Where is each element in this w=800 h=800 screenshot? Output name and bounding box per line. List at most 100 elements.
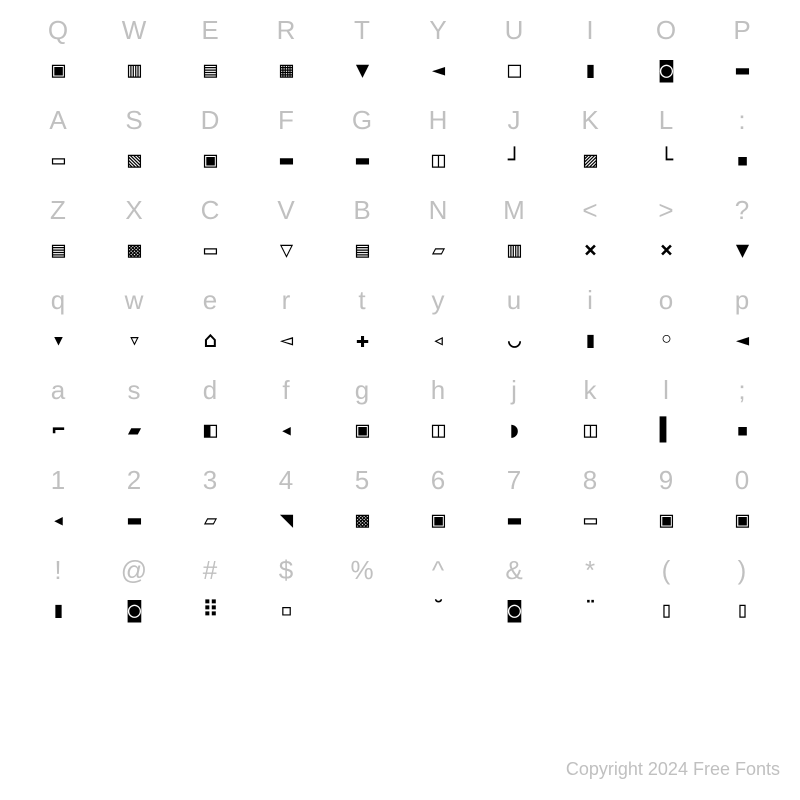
glyph-wrap: ▫ (280, 590, 292, 630)
glyph-wrap: ˘ (432, 590, 444, 630)
char-label: i (587, 280, 593, 320)
char-cell: w▿ (96, 280, 172, 370)
glyph-wrap: ¨ (584, 590, 596, 630)
glyph-wrap: × (584, 230, 596, 270)
char-label: J (508, 100, 521, 140)
char-label: Z (50, 190, 66, 230)
char-label: w (125, 280, 144, 320)
char-label: 6 (431, 460, 445, 500)
character-map-grid: Q▣W▥E▤R▦T▼Y◄U□I▮O◙P▬A▭S▧D▣F▬G▬H◫J┘K▨L└:▪… (0, 0, 800, 640)
char-label: > (658, 190, 673, 230)
char-label: q (51, 280, 65, 320)
char-cell: ?▼ (704, 190, 780, 280)
char-cell: 5▩ (324, 460, 400, 550)
char-cell: Z▤ (20, 190, 96, 280)
glyph-wrap: ▰ (128, 410, 140, 450)
char-cell: *¨ (552, 550, 628, 640)
char-glyph: ▥ (128, 58, 140, 83)
char-glyph: ▬ (280, 148, 292, 173)
char-cell: j◗ (476, 370, 552, 460)
glyph-wrap: ▽ (280, 230, 292, 270)
char-label: y (432, 280, 445, 320)
char-label: % (350, 550, 373, 590)
char-glyph: ▣ (432, 508, 444, 533)
char-label: O (656, 10, 676, 50)
char-label: e (203, 280, 217, 320)
char-cell: ^˘ (400, 550, 476, 640)
char-label: D (201, 100, 220, 140)
char-cell: E▤ (172, 10, 248, 100)
char-glyph: ▨ (584, 148, 596, 173)
char-glyph: ◙ (128, 598, 140, 623)
char-cell: f◂ (248, 370, 324, 460)
glyph-wrap: ▯ (660, 590, 672, 630)
char-label: g (355, 370, 369, 410)
glyph-wrap: ▤ (356, 230, 368, 270)
char-cell: A▭ (20, 100, 96, 190)
glyph-wrap: ▩ (128, 230, 140, 270)
char-label: r (282, 280, 291, 320)
char-cell: G▬ (324, 100, 400, 190)
glyph-wrap: × (660, 230, 672, 270)
char-cell: K▨ (552, 100, 628, 190)
char-label: ? (735, 190, 749, 230)
char-label: 8 (583, 460, 597, 500)
glyph-wrap: ◫ (584, 410, 596, 450)
char-label: 9 (659, 460, 673, 500)
char-glyph: ▥ (508, 238, 520, 263)
char-label: L (659, 100, 673, 140)
char-cell: 4◥ (248, 460, 324, 550)
char-glyph: ▧ (128, 148, 140, 173)
char-cell: u◡ (476, 280, 552, 370)
char-glyph: ˘ (432, 598, 444, 623)
char-glyph: ◄ (432, 58, 444, 83)
char-glyph: ▣ (204, 148, 216, 173)
char-label: A (49, 100, 66, 140)
glyph-wrap: ◗ (508, 410, 520, 450)
char-label: G (352, 100, 372, 140)
glyph-wrap: ▪ (736, 410, 748, 450)
char-label: B (353, 190, 370, 230)
char-cell: B▤ (324, 190, 400, 280)
glyph-wrap: ◃ (432, 320, 444, 360)
char-label: h (431, 370, 445, 410)
char-glyph: ▪ (736, 148, 748, 173)
char-label: s (128, 370, 141, 410)
char-glyph: ┘ (508, 148, 520, 173)
footer-copyright: Copyright 2024 Free Fonts (566, 759, 780, 780)
char-label: d (203, 370, 217, 410)
char-label: E (201, 10, 218, 50)
char-glyph: ◫ (432, 148, 444, 173)
char-glyph: × (660, 238, 672, 263)
char-label: 1 (51, 460, 65, 500)
char-glyph: ◙ (508, 598, 520, 623)
glyph-wrap: ▭ (204, 230, 216, 270)
char-cell: Y◄ (400, 10, 476, 100)
char-cell: I▮ (552, 10, 628, 100)
glyph-wrap: ◂ (280, 410, 292, 450)
char-glyph: ▤ (356, 238, 368, 263)
char-cell: 8▭ (552, 460, 628, 550)
glyph-wrap: ✚ (356, 320, 368, 360)
char-label: p (735, 280, 749, 320)
char-label: ! (54, 550, 61, 590)
glyph-wrap: ▤ (204, 50, 216, 90)
char-cell: U□ (476, 10, 552, 100)
char-label: k (584, 370, 597, 410)
char-label: u (507, 280, 521, 320)
glyph-wrap: □ (508, 50, 520, 90)
char-glyph: ◂ (280, 418, 292, 443)
char-cell: 0▣ (704, 460, 780, 550)
char-label: & (505, 550, 522, 590)
char-label: ( (662, 550, 671, 590)
char-cell: d◧ (172, 370, 248, 460)
char-glyph: ▽ (280, 238, 292, 263)
char-cell: 3▱ (172, 460, 248, 550)
glyph-wrap: ◙ (508, 590, 520, 630)
glyph-wrap: ◥ (280, 500, 292, 540)
glyph-wrap: ◡ (508, 320, 520, 360)
glyph-wrap: ◫ (432, 140, 444, 180)
char-glyph: ▯ (660, 598, 672, 623)
char-cell: 9▣ (628, 460, 704, 550)
glyph-wrap: ◂ (52, 500, 64, 540)
